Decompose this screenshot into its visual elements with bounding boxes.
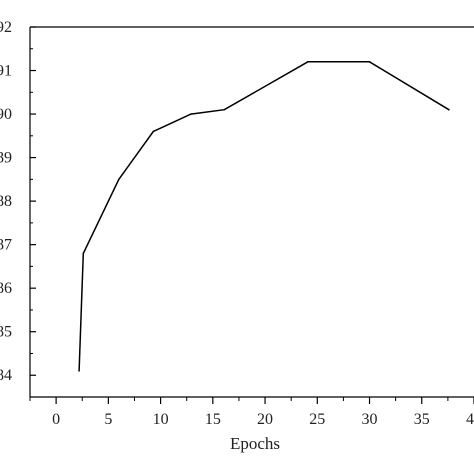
y-tick-label: 86: [0, 280, 12, 297]
x-tick-label: 15: [205, 411, 221, 428]
data-point: [307, 61, 309, 63]
x-tick-label: 35: [414, 411, 430, 428]
y-tick-label: 87: [0, 237, 12, 254]
x-tick-label: 40: [466, 411, 474, 428]
y-tick-label: 85: [0, 324, 12, 341]
y-tick-label: 90: [0, 106, 12, 123]
x-axis-title: Epochs: [230, 434, 280, 453]
plot-frame: [29, 26, 474, 398]
x-tick-label: 25: [309, 411, 325, 428]
data-point: [118, 178, 120, 181]
y-tick-label: 91: [0, 63, 12, 80]
series-line: [78, 61, 450, 371]
y-tick-label: 84: [0, 367, 12, 384]
y-tick-label: 89: [0, 150, 12, 167]
y-tick-label: 88: [0, 193, 12, 210]
data-point: [368, 61, 371, 63]
x-tick-label: 5: [104, 411, 112, 428]
data-point: [223, 108, 226, 111]
data-point: [190, 113, 192, 115]
x-tick-label: 20: [257, 411, 273, 428]
y-axis: 84 85 86 87 88 89 90 91 92: [0, 19, 36, 384]
data-point: [448, 108, 450, 111]
series-layer: [78, 61, 450, 372]
data-point: [78, 370, 80, 372]
x-tick-label: 30: [362, 411, 378, 428]
x-axis: 0 5 10 15 20 25 30 35 40: [29, 397, 474, 428]
data-point: [82, 252, 85, 255]
data-point: [152, 130, 155, 133]
x-tick-label: 10: [153, 411, 169, 428]
y-tick-label: 92: [0, 19, 12, 36]
x-tick-label: 0: [52, 411, 60, 428]
